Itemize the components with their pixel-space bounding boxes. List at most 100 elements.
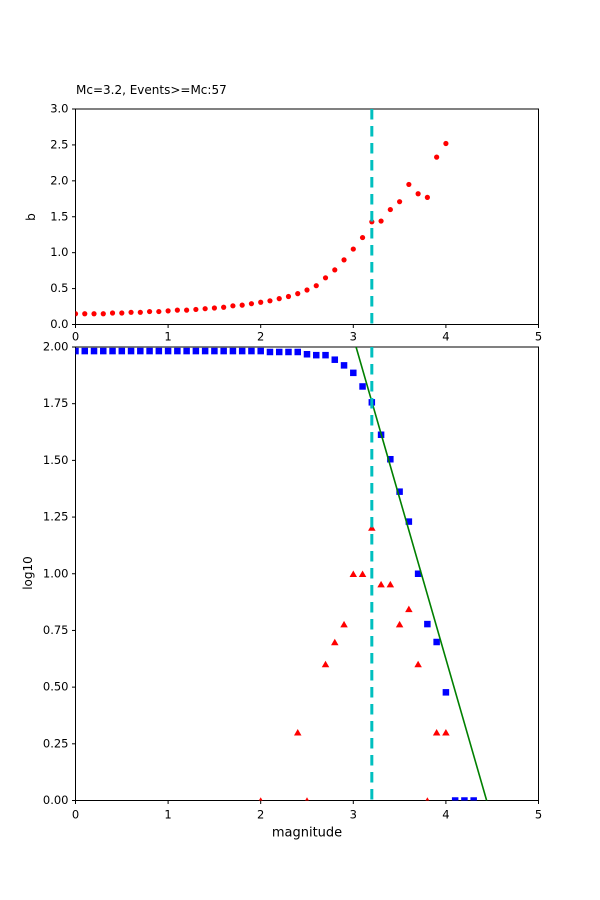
cumulative-count-marker	[220, 347, 227, 355]
cumulative-count-marker	[350, 369, 357, 377]
b-value-marker	[415, 191, 421, 197]
cumulative-count-marker	[387, 455, 394, 463]
b-value-marker	[258, 299, 264, 305]
b-value-marker	[378, 218, 384, 224]
b-value-marker	[146, 308, 153, 315]
y-tick-label: 1.0	[50, 245, 68, 259]
cumulative-count-marker	[174, 347, 181, 355]
b-value-marker	[128, 309, 134, 315]
b-value-marker	[443, 140, 449, 147]
b-value-marker	[406, 181, 412, 188]
cumulative-count-marker	[81, 347, 89, 355]
b-value-marker	[184, 307, 190, 313]
cumulative-count-marker	[146, 347, 153, 355]
plot-title: Mc=3.2, Events>=Mc:57	[76, 83, 227, 97]
bin-count-marker	[442, 728, 450, 736]
cumulative-count-marker	[331, 356, 339, 363]
gutenberg-richter-fit-series	[355, 347, 488, 801]
cumulative-count-marker	[294, 348, 301, 356]
cumulative-count-marker	[109, 347, 116, 355]
b-value-marker	[350, 246, 356, 252]
b-value-marker	[424, 194, 430, 200]
b-value-marker	[202, 306, 208, 312]
b-value-marker	[156, 308, 162, 315]
b-value-marker	[267, 298, 273, 304]
b-value-marker	[359, 234, 366, 241]
fit-line	[355, 347, 488, 801]
y-tick-label: 0.00	[43, 793, 69, 807]
b-value-marker	[285, 293, 292, 300]
x-tick-label: 3	[350, 330, 357, 344]
bin-count-marker	[331, 638, 339, 646]
cumulative-count-marker	[414, 570, 422, 577]
cumulative-count-marker	[201, 347, 209, 355]
x-tick-label: 2	[257, 808, 264, 822]
cumulative-count-marker	[248, 347, 255, 355]
b-value-marker	[341, 257, 347, 263]
b-value-marker	[211, 305, 217, 311]
cumulative-count-marker	[192, 347, 200, 355]
cumulative-count-series	[75, 347, 477, 801]
cumulative-count-marker	[238, 347, 246, 355]
b-value-marker	[248, 301, 255, 307]
cumulative-count-marker	[470, 797, 477, 801]
x-tick-label: 4	[442, 808, 449, 822]
b-value-marker	[119, 310, 125, 316]
bin-count-marker	[305, 797, 309, 801]
b-value-marker	[100, 311, 106, 317]
cumulative-count-marker	[211, 347, 218, 355]
b-value-marker	[137, 309, 143, 315]
bin-count-marker	[386, 580, 395, 588]
bin-count-marker	[405, 605, 413, 613]
x-axis-label-magnitude: magnitude	[271, 825, 343, 841]
bin-count-marker	[340, 620, 348, 628]
x-tick-label: 0	[72, 808, 79, 822]
y-tick-label: 1.5	[50, 209, 68, 223]
x-tick-label: 3	[350, 808, 357, 822]
b-value-marker	[230, 303, 236, 309]
cumulative-count-marker	[266, 348, 274, 356]
bin-count-marker	[395, 620, 404, 628]
b-value-marker	[397, 199, 403, 205]
cumulative-count-marker	[313, 351, 320, 359]
x-tick-label: 0	[72, 330, 79, 344]
cumulative-count-marker	[127, 347, 135, 355]
b-value-marker	[434, 154, 440, 160]
cumulative-count-marker	[183, 347, 190, 355]
bin-count-marker	[425, 797, 430, 801]
plot-border	[75, 346, 539, 801]
cumulative-count-marker	[433, 638, 440, 646]
cumulative-count-marker	[340, 362, 348, 369]
bin-count-marker	[358, 570, 367, 577]
y-tick-label: 0.0	[50, 317, 68, 331]
cumulative-count-marker	[275, 348, 283, 356]
y-tick-label: 3.0	[50, 102, 68, 116]
b-value-marker	[221, 304, 227, 310]
cumulative-count-marker	[461, 797, 468, 801]
cumulative-count-marker	[396, 488, 403, 495]
y-tick-label: 1.50	[43, 453, 69, 467]
cumulative-count-marker	[451, 797, 459, 801]
b-value-marker	[295, 291, 301, 297]
b-value-marker	[75, 311, 79, 317]
y-tick-label: 0.5	[50, 281, 68, 295]
bin-count-series	[258, 524, 450, 801]
b-value-marker	[165, 308, 171, 314]
cumulative-count-marker	[285, 348, 292, 356]
cumulative-count-marker	[359, 383, 366, 390]
x-tick-label: 5	[535, 330, 542, 344]
x-tick-label: 1	[164, 330, 171, 344]
y-tick-label: 2.00	[43, 340, 69, 354]
x-tick-label: 1	[164, 808, 171, 822]
cumulative-count-marker	[118, 347, 126, 355]
b-value-marker	[91, 311, 97, 317]
y-tick-label: 0.25	[43, 736, 69, 750]
cumulative-count-marker	[100, 347, 107, 355]
y-tick-label: 0.75	[43, 623, 69, 637]
cumulative-count-marker	[322, 351, 329, 359]
cumulative-count-marker	[155, 347, 163, 355]
cumulative-count-marker	[405, 518, 413, 525]
b-value-marker	[332, 267, 338, 273]
